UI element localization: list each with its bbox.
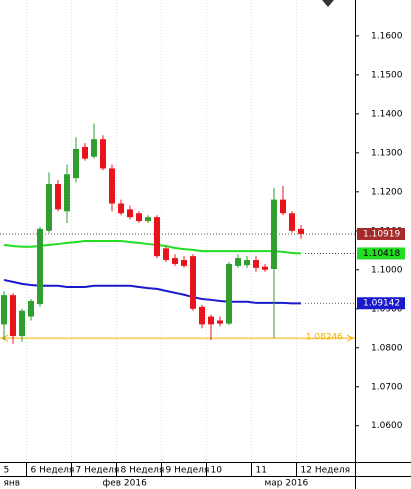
x-tick-label: 7 Неделя (76, 466, 120, 476)
y-tick-label: 1.1300 (371, 148, 403, 158)
y-tick-label: 1.0800 (371, 343, 403, 353)
candle-body (19, 310, 25, 337)
y-tick-label: 1.1400 (371, 109, 403, 119)
candle-body (82, 146, 88, 159)
candle-body (91, 139, 97, 157)
candle-body (199, 306, 205, 325)
candle-body (118, 203, 124, 214)
month-label: мар 2016 (265, 479, 309, 489)
y-tick-label: 1.0600 (371, 421, 403, 431)
candle-body (217, 320, 223, 324)
candle-body (28, 300, 34, 317)
candle-body (190, 256, 196, 309)
candle-body (10, 295, 16, 337)
candle-body (73, 148, 79, 179)
x-tick-label: 5 (4, 466, 10, 476)
candle-body (172, 258, 178, 264)
candle-body (262, 266, 268, 270)
candle-body (46, 184, 52, 231)
y-tick-label: 1.0900 (371, 304, 403, 314)
price-label: 1.10919 (363, 229, 400, 239)
candle-body (55, 184, 61, 210)
candle-body (154, 217, 160, 257)
price-box (357, 247, 405, 260)
x-tick-label: 10 (211, 466, 223, 476)
candle-body (64, 174, 70, 212)
month-label: янв (4, 479, 21, 489)
price-label: 1.10418 (363, 249, 400, 259)
candle-body (127, 209, 133, 218)
candle-body (181, 260, 187, 266)
month-label: фев 2016 (103, 479, 148, 489)
candle-body (109, 168, 115, 204)
price-box (357, 227, 405, 240)
y-tick-label: 1.1000 (371, 265, 403, 275)
candle-body (280, 199, 286, 214)
candle-body (226, 263, 232, 324)
ma-line (3, 239, 302, 255)
candle-body (163, 248, 169, 261)
candle-body (37, 228, 43, 305)
price-label: 1.09142 (363, 299, 400, 309)
y-tick-label: 1.0700 (371, 382, 403, 392)
x-tick-label: 8 Неделя (121, 466, 165, 476)
candle-body (289, 213, 295, 231)
candle-body (100, 139, 106, 169)
candle-body (1, 295, 7, 325)
level-arrow (0, 334, 9, 342)
x-tick-label: 9 Неделя (166, 466, 210, 476)
x-tick-label: 6 Неделя (31, 466, 75, 476)
ma-line (3, 278, 301, 305)
y-tick-label: 1.1200 (371, 187, 403, 197)
candle-body (208, 316, 214, 325)
menu-arrow[interactable] (322, 0, 334, 7)
level-arrow (346, 334, 355, 342)
y-tick-label: 1.1500 (371, 70, 403, 80)
candle-body (298, 228, 304, 234)
x-tick-label: 12 Неделя (301, 466, 351, 476)
x-tick-label: 11 (256, 466, 267, 476)
candle-body (145, 217, 151, 222)
y-tick-label: 1.1600 (371, 31, 403, 41)
candle-body (235, 258, 241, 266)
level-label: 1.08246 (306, 333, 343, 343)
price-box (357, 297, 405, 310)
candle-body (253, 260, 259, 268)
candle-body (136, 213, 142, 222)
candle-body (244, 260, 250, 266)
candle-body (271, 199, 277, 270)
